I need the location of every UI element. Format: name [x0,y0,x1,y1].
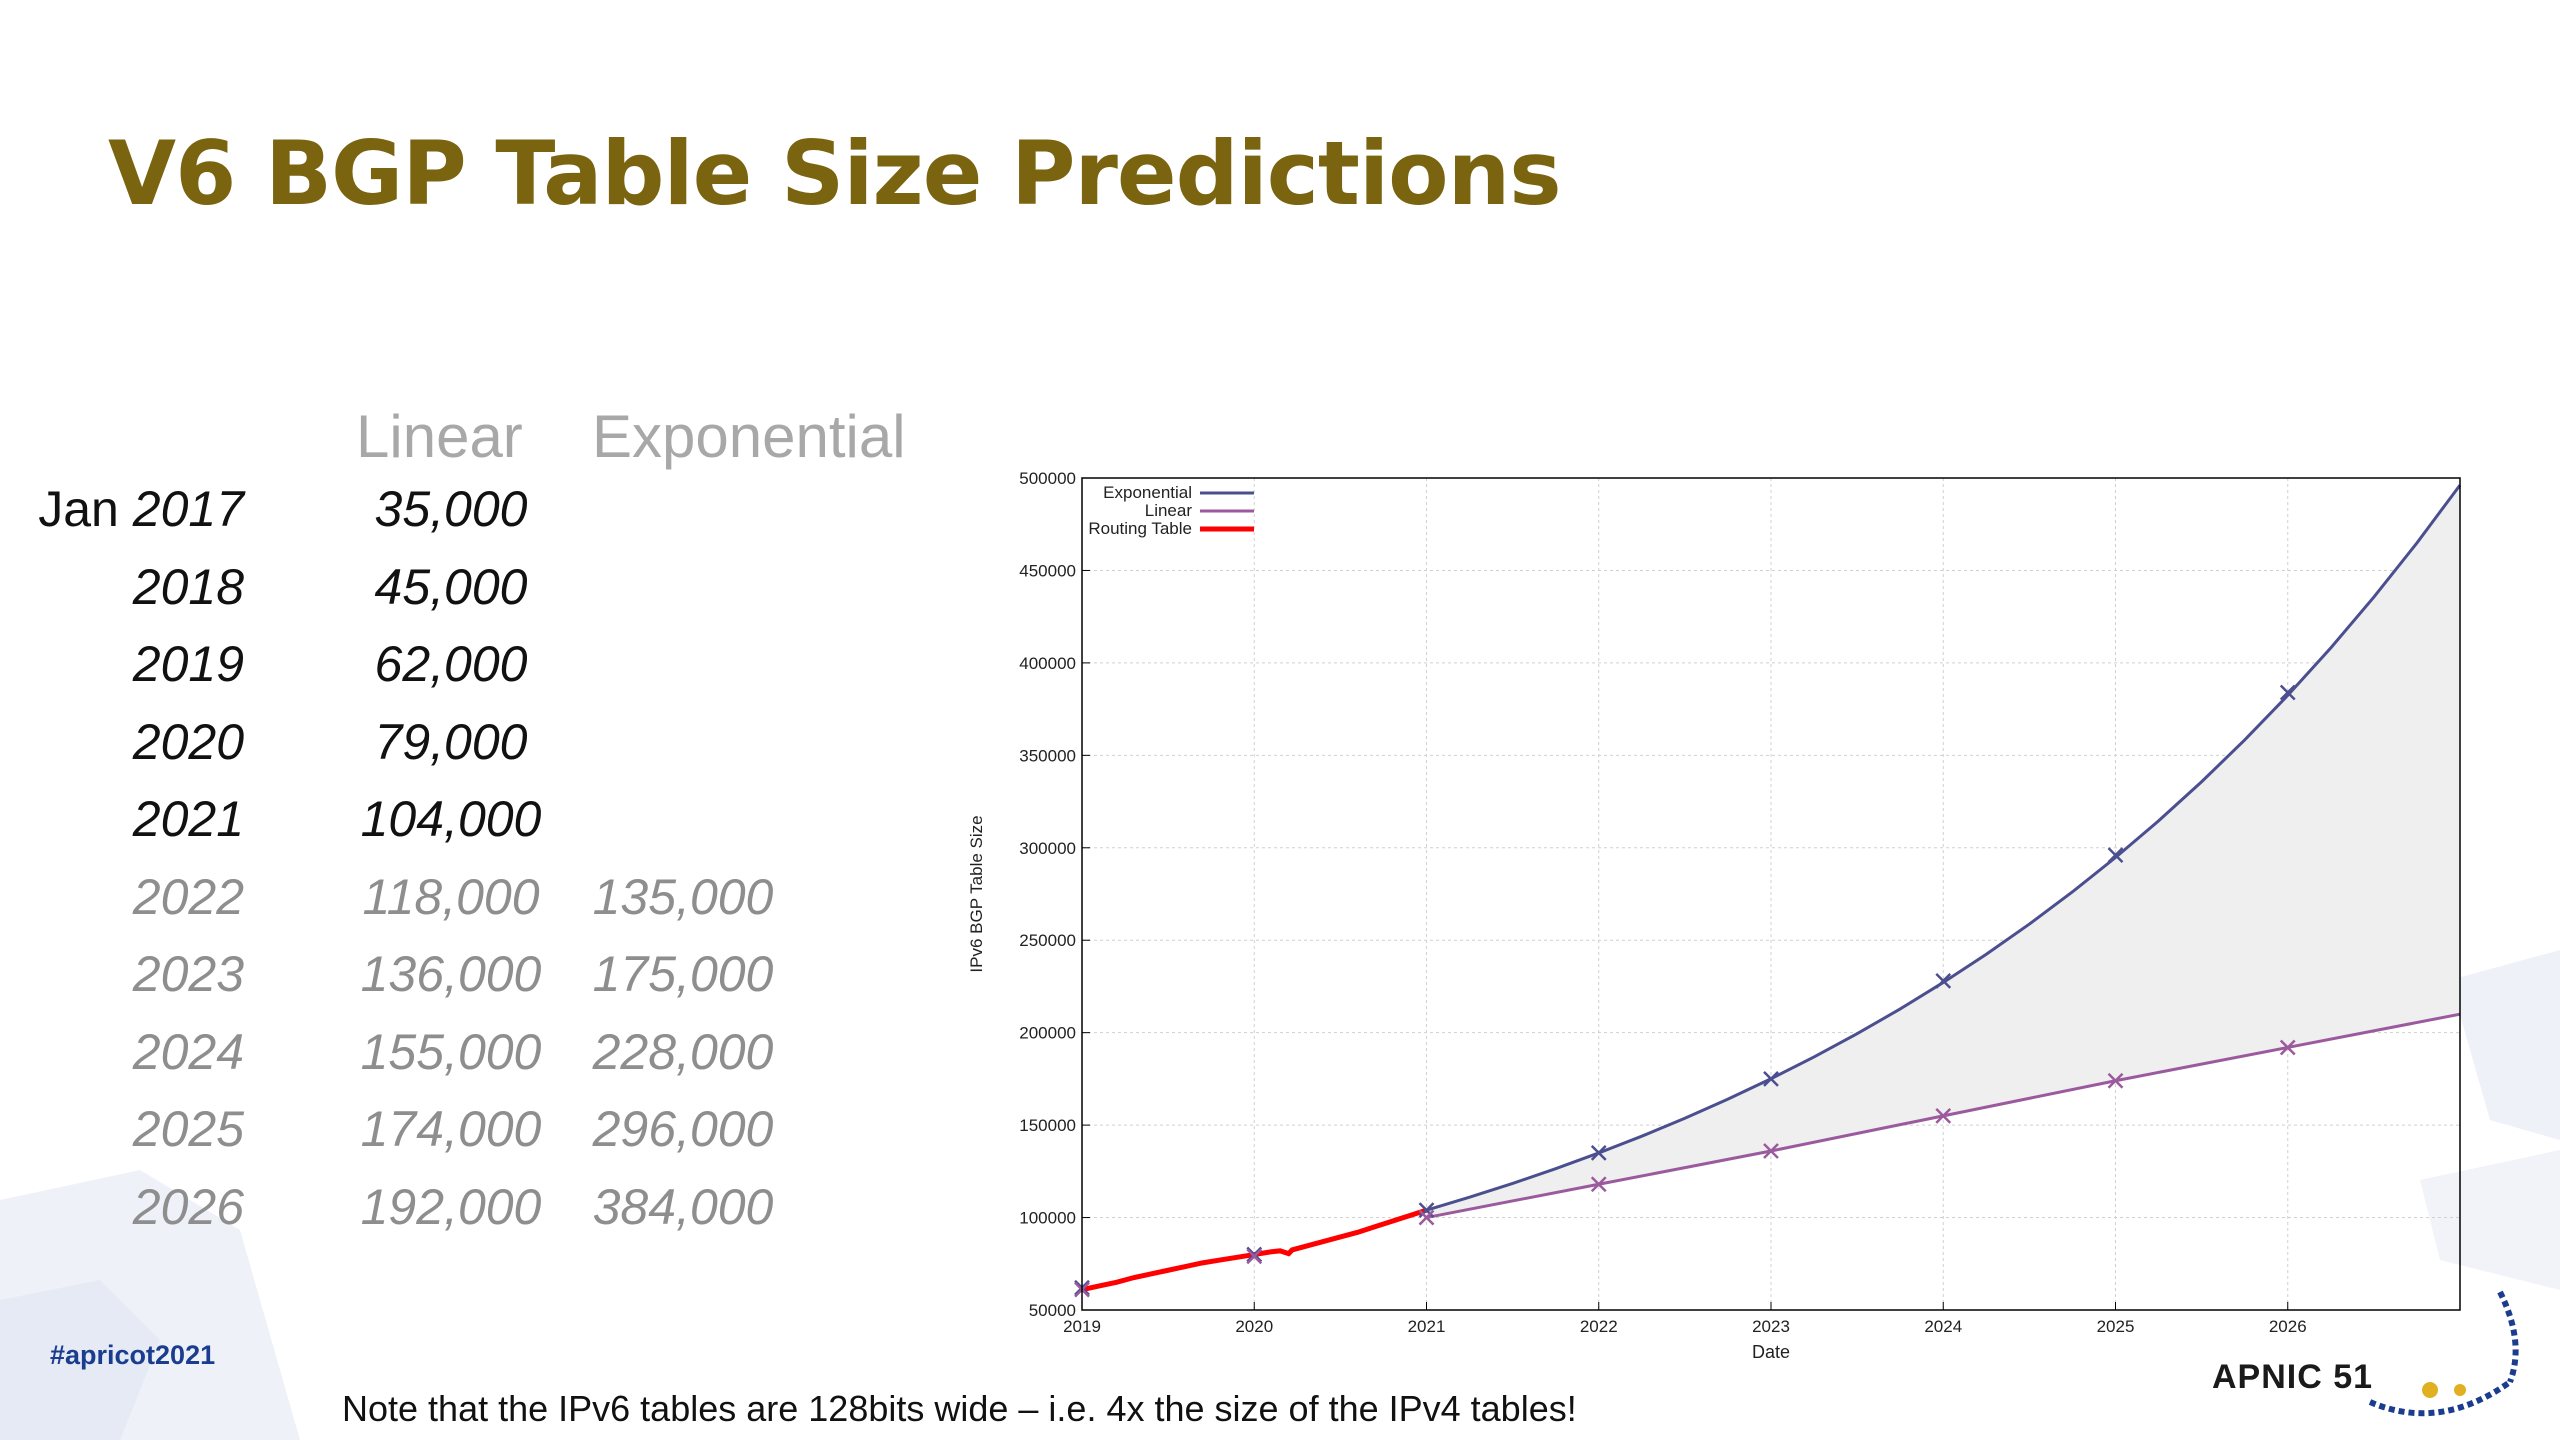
table-linear-cell: 35,000 [374,481,528,537]
table-year-value: 2018 [132,558,244,615]
table-year-cell: 2021 [133,790,244,848]
table-year-value: 2026 [132,1178,244,1235]
y-tick-label: 200000 [1019,1024,1076,1043]
table-year-cell: 2022 [133,868,244,926]
table-year-value: 2021 [132,791,244,847]
x-tick-label: 2026 [2269,1317,2307,1336]
table-year-value: 2025 [132,1101,244,1157]
bgp-table-size-chart: 50000 100000 150000 200000 250000 300000 35000… [967,469,2462,1362]
x-tick-label: 2023 [1752,1317,1790,1336]
table-exponential-cell: 296,000 [592,1101,774,1157]
exponential-column-header: Exponential [592,403,906,470]
x-tick-label: 2024 [1924,1317,1962,1336]
linear-column-header: Linear [356,403,523,470]
linear-data-point [1590,1176,1607,1193]
x-tick-label: 2025 [2097,1317,2135,1336]
legend-label: Routing Table [1088,519,1192,538]
table-year-cell: 2018 [133,558,244,616]
exponential-data-point [2279,684,2296,701]
linear-data-point [2107,1072,2124,1089]
x-tick-label: 2021 [1408,1317,1446,1336]
legend-label: Exponential [1103,483,1192,502]
exponential-data-point [1246,1246,1263,1263]
y-tick-label: 50000 [1029,1301,1076,1320]
table-year-cell: 2023 [133,945,244,1003]
table-year-cell: 2020 [133,713,244,771]
table-year-value: 2024 [132,1023,244,1080]
exponential-data-point [1590,1144,1607,1161]
linear-data-point [1246,1248,1263,1265]
table-linear-cell: 104,000 [360,791,542,847]
y-tick-label: 250000 [1019,931,1076,950]
table-year-value: 2023 [132,946,244,1002]
table-year-value: 2017 [132,481,244,537]
routing-table-series-line [1081,1207,1428,1293]
table-linear-cell: 155,000 [360,1023,542,1080]
y-tick-label: 400000 [1019,654,1076,673]
table-linear-cell: 118,000 [362,868,540,925]
x-tick-label: 2022 [1580,1317,1618,1336]
linear-data-point [1935,1107,1952,1124]
table-exponential-cell: 228,000 [592,1023,774,1080]
y-tick-label: 500000 [1019,469,1076,488]
table-linear-cell: 79,000 [374,713,528,770]
table-exponential-cell: 135,000 [592,868,774,925]
linear-data-point [1418,1209,1435,1226]
table-linear-cell: 136,000 [360,946,542,1002]
exponential-data-point [1763,1071,1779,1087]
table-year-value: 2022 [132,868,244,925]
table-linear-cell: 62,000 [374,636,528,692]
linear-data-point [2279,1039,2296,1056]
x-axis-label: Date [1752,1342,1790,1362]
table-year-cell: Jan 2017 [38,480,244,538]
table-linear-cell: 45,000 [374,558,528,615]
exponential-data-point [1935,973,1952,989]
table-year-cell: 2025 [133,1100,244,1158]
y-tick-label: 100000 [1019,1209,1076,1228]
table-year-cell: 2026 [133,1178,244,1236]
table-year-cell: 2024 [133,1023,244,1081]
table-year-value: 2019 [132,636,244,692]
table-year-cell: 2019 [133,635,244,693]
exponential-data-point [2107,847,2124,864]
y-tick-label: 350000 [1019,746,1076,765]
shaded-region [1426,485,2460,1218]
table-exponential-cell: 175,000 [592,946,774,1002]
table-linear-cell: 192,000 [360,1178,542,1235]
slide-footnote: Note that the IPv6 tables are 128bits wi… [342,1388,1577,1429]
event-hashtag: #apricot2021 [50,1340,216,1370]
x-tick-label: 2019 [1063,1317,1101,1336]
y-tick-label: 450000 [1019,561,1076,580]
x-tick-label: 2020 [1235,1317,1273,1336]
y-tick-label: 300000 [1019,839,1076,858]
exponential-data-point [1418,1202,1435,1219]
table-year-prefix: Jan [38,481,133,537]
linear-data-point [1763,1143,1779,1159]
apnic-emblem-icon [2368,1290,2519,1417]
table-exponential-cell: 384,000 [592,1178,774,1235]
slide-title: V6 BGP Table Size Predictions [108,122,1562,225]
y-tick-label: 150000 [1019,1116,1076,1135]
legend-label: Linear [1145,501,1193,520]
table-year-value: 2020 [132,713,244,770]
y-axis-label: IPv6 BGP Table Size [967,815,986,972]
table-linear-cell: 174,000 [360,1101,542,1157]
apnic-logo-text: APNIC 51 [2212,1358,2374,1396]
